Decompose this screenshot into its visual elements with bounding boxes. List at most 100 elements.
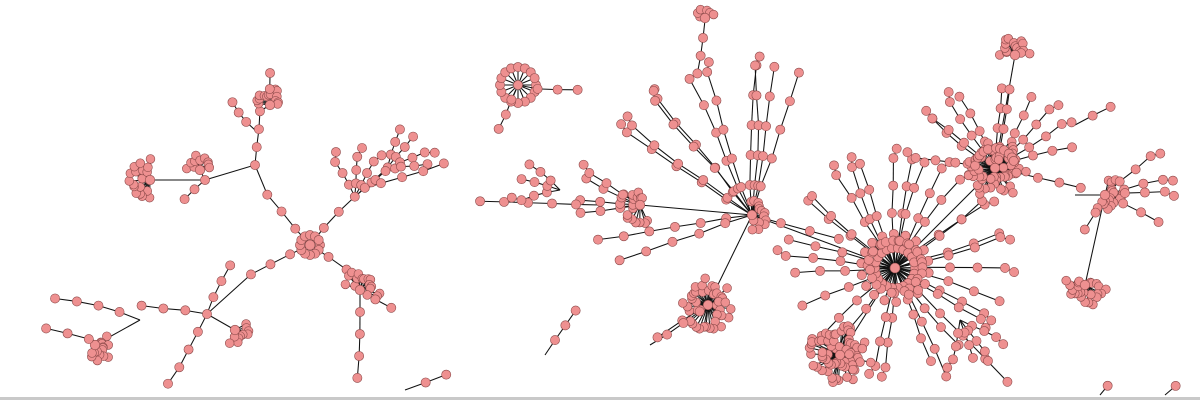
graph-node xyxy=(998,162,1009,173)
graph-node xyxy=(943,87,954,97)
graph-node xyxy=(362,168,372,178)
graph-node xyxy=(143,162,153,173)
graph-node xyxy=(953,302,964,313)
graph-node xyxy=(780,251,791,261)
graph-node xyxy=(368,156,379,167)
graph-node xyxy=(932,289,943,299)
graph-node xyxy=(826,211,836,221)
graph-node xyxy=(1067,142,1077,153)
graph-node xyxy=(179,194,190,205)
graph-node xyxy=(529,190,539,201)
graph-node xyxy=(722,283,732,293)
graph-node xyxy=(995,232,1006,243)
graph-node xyxy=(927,113,938,124)
graph-node xyxy=(835,256,846,266)
graph-edge xyxy=(934,348,947,377)
graph-node xyxy=(429,147,440,158)
graph-node xyxy=(513,80,523,90)
graph-node xyxy=(524,159,535,170)
graph-node xyxy=(285,249,295,260)
graph-node xyxy=(919,157,930,168)
graph-edge xyxy=(675,122,697,146)
graph-node xyxy=(784,96,795,107)
graph-node xyxy=(225,260,236,271)
graph-node xyxy=(807,191,817,201)
graph-node xyxy=(163,378,173,389)
graph-node xyxy=(983,144,993,155)
graph-node xyxy=(969,242,980,253)
graph-node xyxy=(618,231,629,242)
graph-edge xyxy=(631,124,655,146)
graph-node xyxy=(354,351,365,361)
graph-edge xyxy=(779,101,791,130)
graph-node xyxy=(942,362,953,373)
graph-node xyxy=(790,267,801,278)
graph-node xyxy=(751,90,762,101)
graph-node xyxy=(834,312,844,323)
graph-edge xyxy=(204,164,256,181)
graph-node xyxy=(950,157,961,168)
graph-node xyxy=(1018,110,1029,121)
graph-node xyxy=(936,163,947,174)
graph-node xyxy=(775,218,786,229)
graph-node xyxy=(866,357,876,368)
graph-node xyxy=(871,211,882,222)
graph-node xyxy=(876,371,887,382)
graph-node xyxy=(891,143,902,154)
graph-edge xyxy=(706,71,717,101)
graph-node xyxy=(1011,167,1022,178)
graph-node xyxy=(578,159,589,170)
graph-edge xyxy=(757,155,764,186)
graph-node xyxy=(1153,217,1164,227)
graph-node xyxy=(1102,380,1113,391)
graph-node xyxy=(1079,224,1090,235)
graph-node xyxy=(920,279,930,289)
graph-node xyxy=(820,290,831,301)
graph-node xyxy=(678,298,688,308)
graph-node xyxy=(650,95,660,106)
graph-node xyxy=(919,216,930,227)
graph-node xyxy=(313,235,324,245)
graph-node xyxy=(921,105,932,116)
graph-node xyxy=(699,12,711,24)
graph-node xyxy=(998,339,1009,350)
graph-edge xyxy=(626,131,653,150)
graph-node xyxy=(888,180,899,191)
graph-node xyxy=(575,207,586,218)
graph-edge xyxy=(762,126,767,157)
graph-node xyxy=(1053,100,1064,111)
graph-node xyxy=(1105,101,1116,112)
graph-node xyxy=(1026,92,1037,102)
graph-node xyxy=(331,147,341,157)
graph-node xyxy=(908,309,919,320)
graph-node xyxy=(673,158,683,169)
graph-node xyxy=(948,354,958,365)
graph-node xyxy=(276,206,287,217)
graph-node xyxy=(208,292,219,303)
graph-node xyxy=(852,295,862,306)
graph-node xyxy=(764,91,775,102)
graph-node xyxy=(1087,110,1098,121)
graph-edge xyxy=(701,181,727,201)
bottom-border xyxy=(0,397,1200,400)
graph-node xyxy=(1000,263,1010,273)
graph-node xyxy=(1168,175,1178,186)
graph-edge xyxy=(703,104,717,133)
graph-node xyxy=(395,124,405,135)
graph-node xyxy=(951,341,961,352)
graph-node xyxy=(595,206,606,216)
graph-node xyxy=(831,170,842,181)
graph-node xyxy=(183,344,194,355)
graph-edge xyxy=(760,158,773,187)
graph-node xyxy=(359,182,370,193)
graph-node xyxy=(323,251,334,262)
graph-node xyxy=(506,94,517,105)
graph-node xyxy=(1028,150,1038,161)
graph-node xyxy=(634,199,646,211)
graph-node xyxy=(864,184,875,195)
graph-node xyxy=(136,300,147,311)
graph-node xyxy=(1099,189,1111,201)
graph-node xyxy=(1075,182,1086,193)
graph-edge xyxy=(722,129,733,159)
